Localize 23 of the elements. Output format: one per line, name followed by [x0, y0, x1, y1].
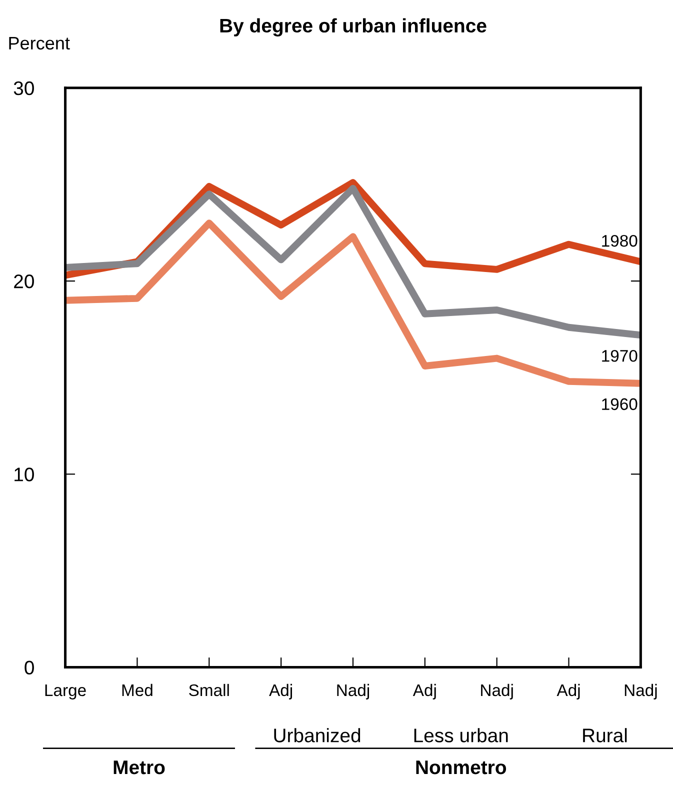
y-tick-label: 30	[14, 81, 34, 96]
y-tick-label: 0	[24, 660, 34, 674]
y-tick-label: 20	[14, 274, 34, 288]
x-tick-label: Small	[189, 684, 229, 696]
text: Rural	[583, 728, 627, 742]
x-tick-label: Nadj	[337, 684, 370, 700]
chart-title: By degree of urban influence	[220, 18, 486, 36]
text: Metro	[114, 760, 165, 774]
x-tick-label: Nadj	[481, 684, 513, 700]
x-tick-label: Adj	[412, 684, 436, 700]
series-label: 1980	[602, 234, 638, 247]
text: Nonmetro	[416, 760, 506, 774]
text: Urbanized	[274, 728, 360, 742]
x-tick-label: Nadj	[624, 684, 657, 700]
y-tick-label: 10	[14, 468, 34, 482]
x-tick-label: Med	[122, 684, 152, 696]
y-axis-title: Percent	[9, 36, 70, 50]
text: Less urban	[414, 728, 508, 742]
x-tick-label: Adj	[269, 684, 292, 700]
series-label: 1970	[602, 350, 638, 362]
x-tick-label: Adj	[556, 684, 580, 700]
x-tick-label: Large	[45, 684, 86, 700]
series-label: 1960	[602, 398, 638, 410]
